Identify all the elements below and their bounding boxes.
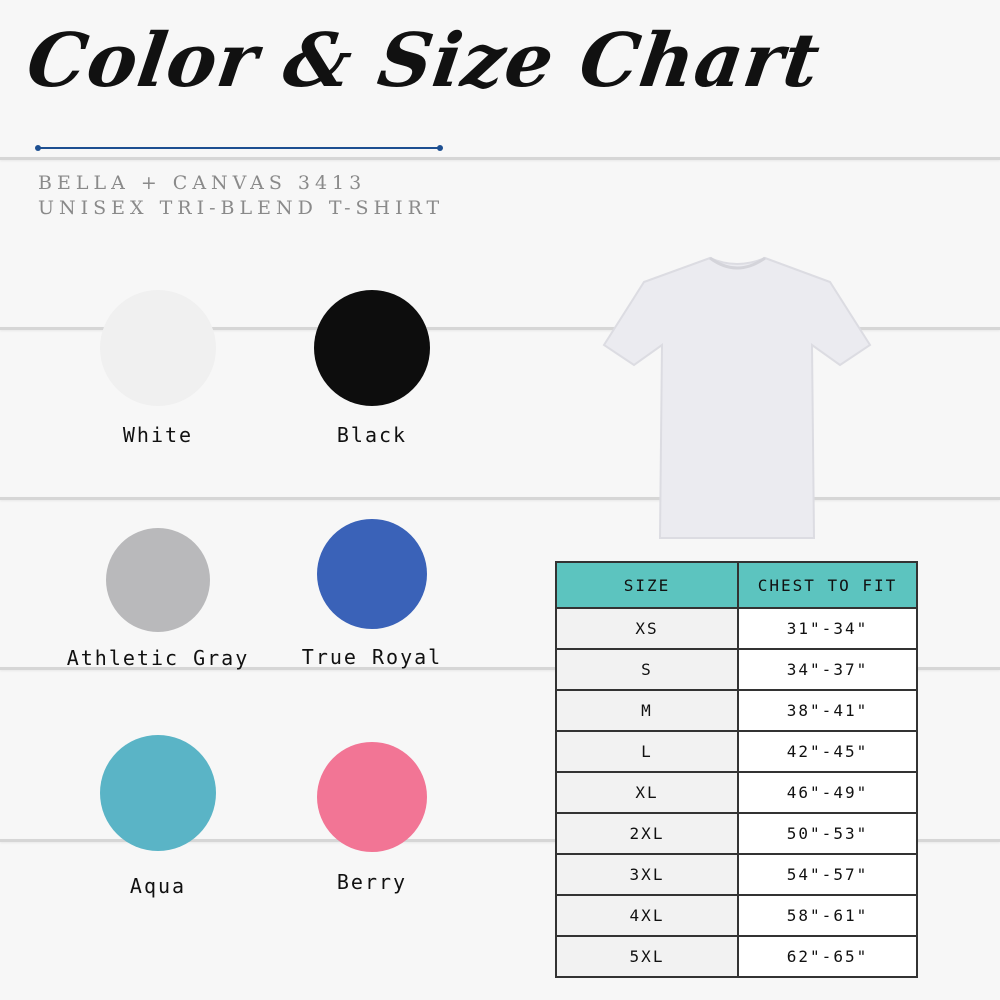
table-row: XL 46"-49": [555, 771, 918, 814]
product-name: Unisex Tri-Blend T-Shirt: [38, 197, 445, 219]
page-title: Color & Size Chart: [21, 18, 826, 104]
size-cell: XS: [555, 607, 739, 650]
size-cell: 4XL: [555, 894, 739, 937]
color-label: True Royal: [301, 645, 443, 669]
table-row: 2XL 50"-53": [555, 812, 918, 855]
color-swatch-athletic-gray: [106, 528, 210, 632]
table-row: XS 31"-34": [555, 607, 918, 650]
color-label: Athletic Gray: [66, 646, 250, 670]
color-label: Aqua: [129, 874, 187, 898]
color-swatch-white: [100, 290, 216, 406]
size-cell: XL: [555, 771, 739, 814]
tshirt-image: [602, 256, 872, 539]
header-chest: CHEST TO FIT: [737, 561, 918, 609]
title-underline: [38, 147, 440, 149]
color-swatch-aqua: [100, 735, 216, 851]
chest-cell: 62"-65": [737, 935, 918, 978]
plank-line: [0, 157, 1000, 160]
color-swatch-black: [314, 290, 430, 406]
table-row: 4XL 58"-61": [555, 894, 918, 937]
size-cell: 5XL: [555, 935, 739, 978]
size-cell: 2XL: [555, 812, 739, 855]
table-row: M 38"-41": [555, 689, 918, 732]
chest-cell: 34"-37": [737, 648, 918, 691]
color-swatch-berry: [317, 742, 427, 852]
color-label: Black: [336, 423, 408, 447]
size-cell: M: [555, 689, 739, 732]
plank-line: [0, 667, 1000, 670]
chest-cell: 58"-61": [737, 894, 918, 937]
chest-cell: 46"-49": [737, 771, 918, 814]
plank-line: [0, 497, 1000, 500]
chest-cell: 42"-45": [737, 730, 918, 773]
table-row: S 34"-37": [555, 648, 918, 691]
header-size: SIZE: [555, 561, 739, 609]
size-cell: L: [555, 730, 739, 773]
table-row: 5XL 62"-65": [555, 935, 918, 978]
plank-line: [0, 327, 1000, 330]
plank-line: [0, 839, 1000, 842]
color-swatch-true-royal: [317, 519, 427, 629]
size-cell: 3XL: [555, 853, 739, 896]
chest-cell: 38"-41": [737, 689, 918, 732]
size-cell: S: [555, 648, 739, 691]
color-label: Berry: [336, 870, 408, 894]
chest-cell: 31"-34": [737, 607, 918, 650]
underline-dot: [437, 145, 443, 151]
product-brand: Bella + Canvas 3413: [38, 172, 367, 194]
table-row: L 42"-45": [555, 730, 918, 773]
size-table: SIZE CHEST TO FIT XS 31"-34" S 34"-37" M 38"-…: [555, 561, 918, 978]
chest-cell: 54"-57": [737, 853, 918, 896]
color-label: White: [122, 423, 194, 447]
table-row: 3XL 54"-57": [555, 853, 918, 896]
underline-dot: [35, 145, 41, 151]
chest-cell: 50"-53": [737, 812, 918, 855]
